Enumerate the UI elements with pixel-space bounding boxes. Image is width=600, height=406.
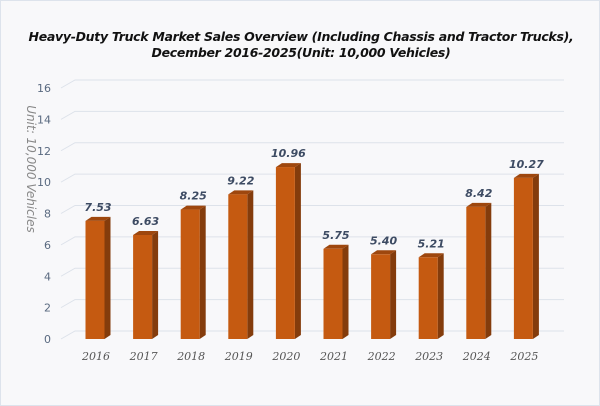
gridline [60,110,564,120]
bar-side [437,253,444,339]
chart-title: Heavy-Duty Truck Market Sales Overview (… [1,29,599,61]
data-label: 10.27 [509,158,544,171]
x-tick-label: 2025 [509,350,538,363]
bar [133,234,153,339]
bar [228,194,248,339]
y-tick-label: 4 [44,270,51,283]
y-tick-label: 0 [44,333,51,346]
bar [513,177,533,339]
bar-side [342,244,349,339]
chart-title-line2: December 2016-2025(Unit: 10,000 Vehicles… [151,45,451,60]
y-tick-label: 16 [37,82,51,95]
gridline [60,79,564,89]
y-tick-label: 12 [37,145,51,158]
bar [180,209,200,339]
data-label: 10.96 [271,147,306,160]
x-tick-label: 2024 [462,350,491,363]
bar [371,254,391,339]
data-label: 7.53 [84,201,111,214]
chart-title-line1: Heavy-Duty Truck Market Sales Overview (… [28,29,574,44]
y-tick-label: 10 [37,176,51,189]
bar-top [513,173,539,178]
gridline [60,330,564,340]
y-axis-label: Unit: 10,000 Vehicles [24,105,38,232]
data-label: 5.40 [370,234,397,247]
bar-top [418,253,444,258]
bar-top [466,202,492,207]
bar-top [133,230,159,235]
data-label: 8.25 [180,190,207,203]
bar [466,206,486,339]
x-tick-label: 2020 [271,350,300,363]
data-label: 9.22 [227,174,254,187]
y-tick-label: 8 [44,208,51,221]
bar-top [85,216,111,221]
bar-side [247,190,254,339]
data-label: 8.42 [465,187,492,200]
data-label: 5.75 [322,229,349,242]
bar-side [104,216,111,339]
bar-top [180,205,206,210]
y-tick-label: 2 [44,302,51,315]
gridline [60,267,564,277]
x-tick-label: 2018 [176,350,205,363]
bar [85,220,105,339]
x-tick-label: 2021 [319,350,348,363]
x-tick-label: 2016 [81,350,110,363]
bar-top [228,190,254,195]
x-tick-label: 2019 [224,350,253,363]
x-tick-label: 2022 [367,350,396,363]
data-label: 6.63 [132,215,159,228]
gridline [60,173,564,183]
bar-side [199,205,206,339]
bar [275,167,295,339]
bar-side [294,163,301,339]
y-tick-label: 6 [44,239,51,252]
data-label: 5.21 [418,237,445,250]
bar-side [485,202,492,339]
bar [323,248,343,339]
bar-side [152,230,159,339]
bar-side [532,173,539,339]
bar-top [275,163,301,168]
gridline [60,205,564,214]
x-tick-label: 2023 [414,350,443,363]
gridline [60,142,564,152]
bar-side [390,250,397,339]
gridline [60,299,564,309]
bar [418,257,438,339]
gridline [60,236,564,246]
bar-top [323,244,349,249]
y-tick-label: 14 [37,113,51,126]
bar-top [371,250,397,255]
x-tick-label: 2017 [129,350,158,363]
